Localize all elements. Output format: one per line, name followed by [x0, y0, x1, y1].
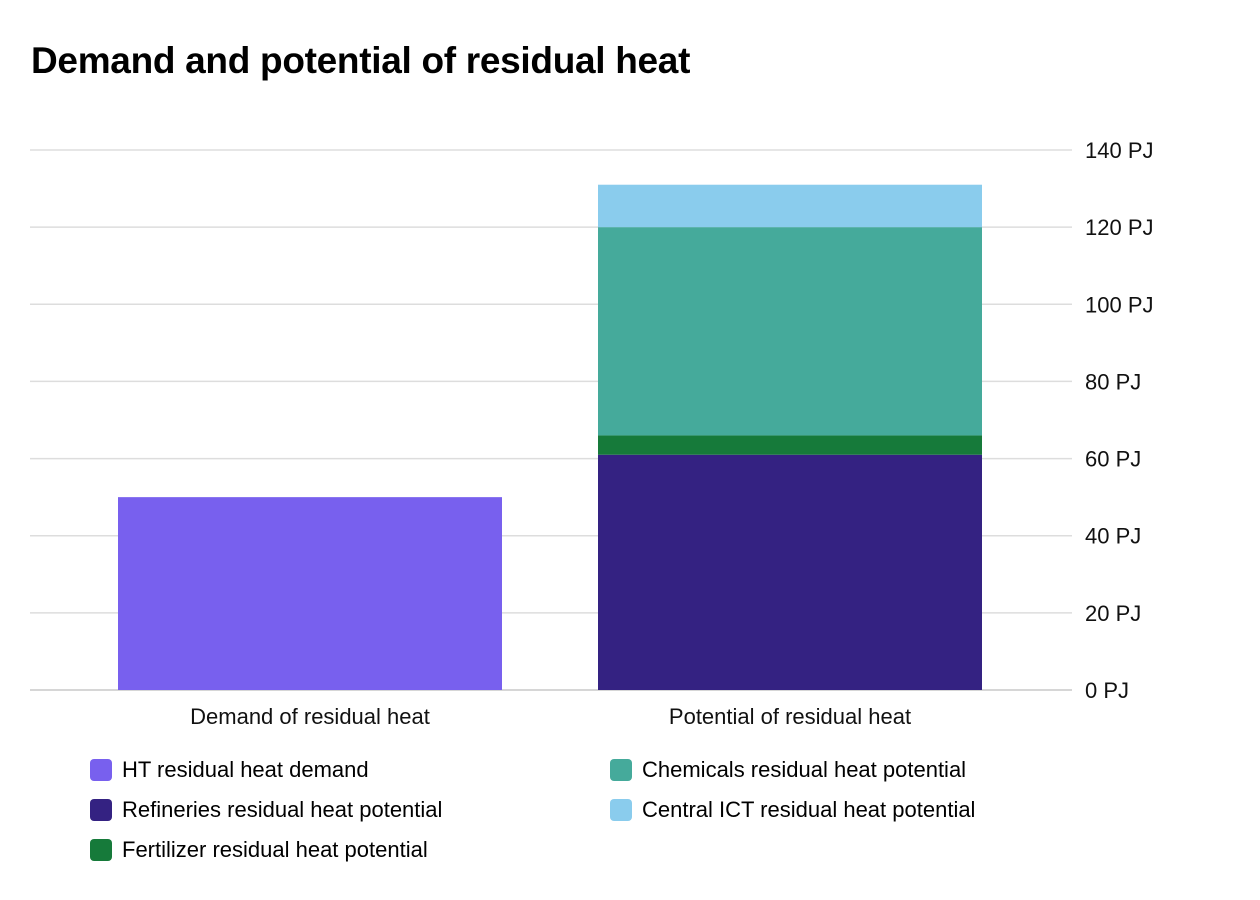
legend-swatch — [610, 759, 632, 781]
legend-swatch — [90, 799, 112, 821]
legend-item: Refineries residual heat potential — [90, 797, 442, 823]
legend-swatch — [90, 839, 112, 861]
y-tick-label: 60 PJ — [1085, 447, 1141, 472]
y-tick-label: 140 PJ — [1085, 138, 1154, 163]
bar-segment — [598, 184, 982, 228]
y-tick-label: 100 PJ — [1085, 292, 1154, 317]
chart-title: Demand and potential of residual heat — [31, 40, 691, 81]
bar-segment — [598, 454, 982, 690]
legend-label: HT residual heat demand — [122, 757, 369, 782]
legend-label: Chemicals residual heat potential — [642, 757, 967, 782]
legend-swatch — [610, 799, 632, 821]
y-tick-label: 20 PJ — [1085, 601, 1141, 626]
y-tick-label: 0 PJ — [1085, 678, 1129, 703]
legend-item: Fertilizer residual heat potential — [90, 837, 428, 863]
y-tick-label: 120 PJ — [1085, 215, 1154, 240]
legend-label: Refineries residual heat potential — [122, 797, 443, 822]
y-tick-label: 40 PJ — [1085, 524, 1141, 549]
legend-swatch — [90, 759, 112, 781]
bar-segment — [118, 497, 502, 690]
legend-label: Fertilizer residual heat potential — [122, 837, 428, 862]
legend-item: Central ICT residual heat potential — [610, 797, 975, 823]
legend-item: HT residual heat demand — [90, 757, 369, 783]
y-tick-label: 80 PJ — [1085, 369, 1141, 394]
x-category-label: Potential of residual heat — [669, 704, 911, 729]
legend-item: Chemicals residual heat potential — [610, 757, 966, 783]
bar-segment — [598, 435, 982, 455]
bar-segment — [598, 227, 982, 436]
x-category-label: Demand of residual heat — [190, 704, 430, 729]
legend-label: Central ICT residual heat potential — [642, 797, 976, 822]
